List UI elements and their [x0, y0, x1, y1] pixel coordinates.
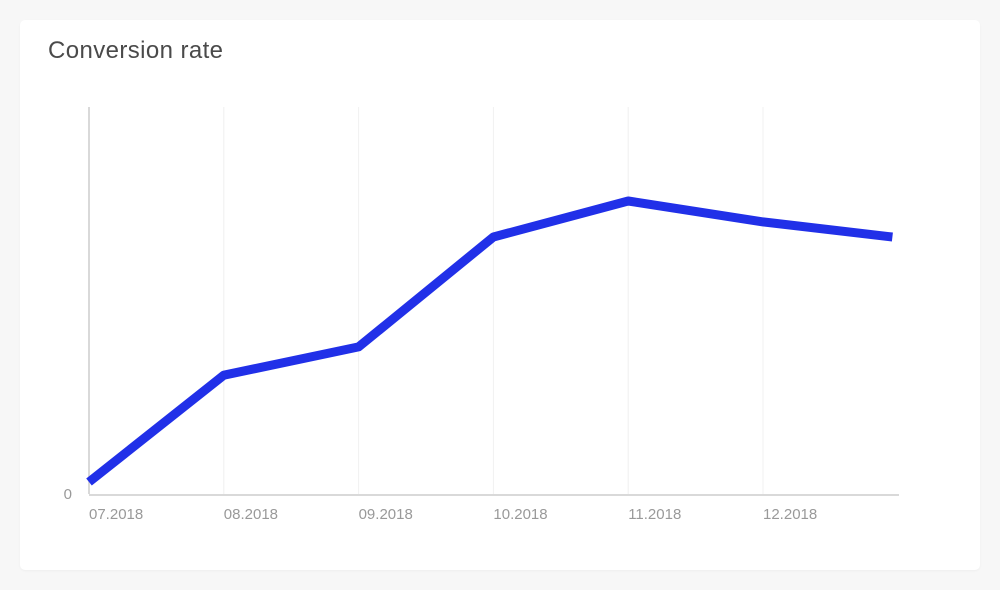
conversion-rate-line	[86, 196, 893, 486]
chart-canvas	[86, 107, 899, 496]
x-axis-tick-label: 09.2018	[358, 506, 413, 523]
x-axis-tick-label: 12.2018	[763, 506, 818, 523]
chart-title: Conversion rate	[48, 37, 224, 64]
line-chart: 0 07.2018 08.2018 09.2018 10.2018 11.2018 12.…	[20, 20, 980, 570]
y-axis-tick-label: 0	[63, 486, 72, 503]
x-axis-tick-label: 08.2018	[223, 506, 279, 523]
x-axis-tick-label: 07.2018	[89, 506, 144, 523]
x-axis-tick-label: 11.2018	[628, 506, 682, 523]
chart-card: Conversion rate 0 07.2018 08.2018 09.2018 1…	[20, 20, 980, 570]
x-axis-tick-label: 10.2018	[493, 506, 548, 523]
